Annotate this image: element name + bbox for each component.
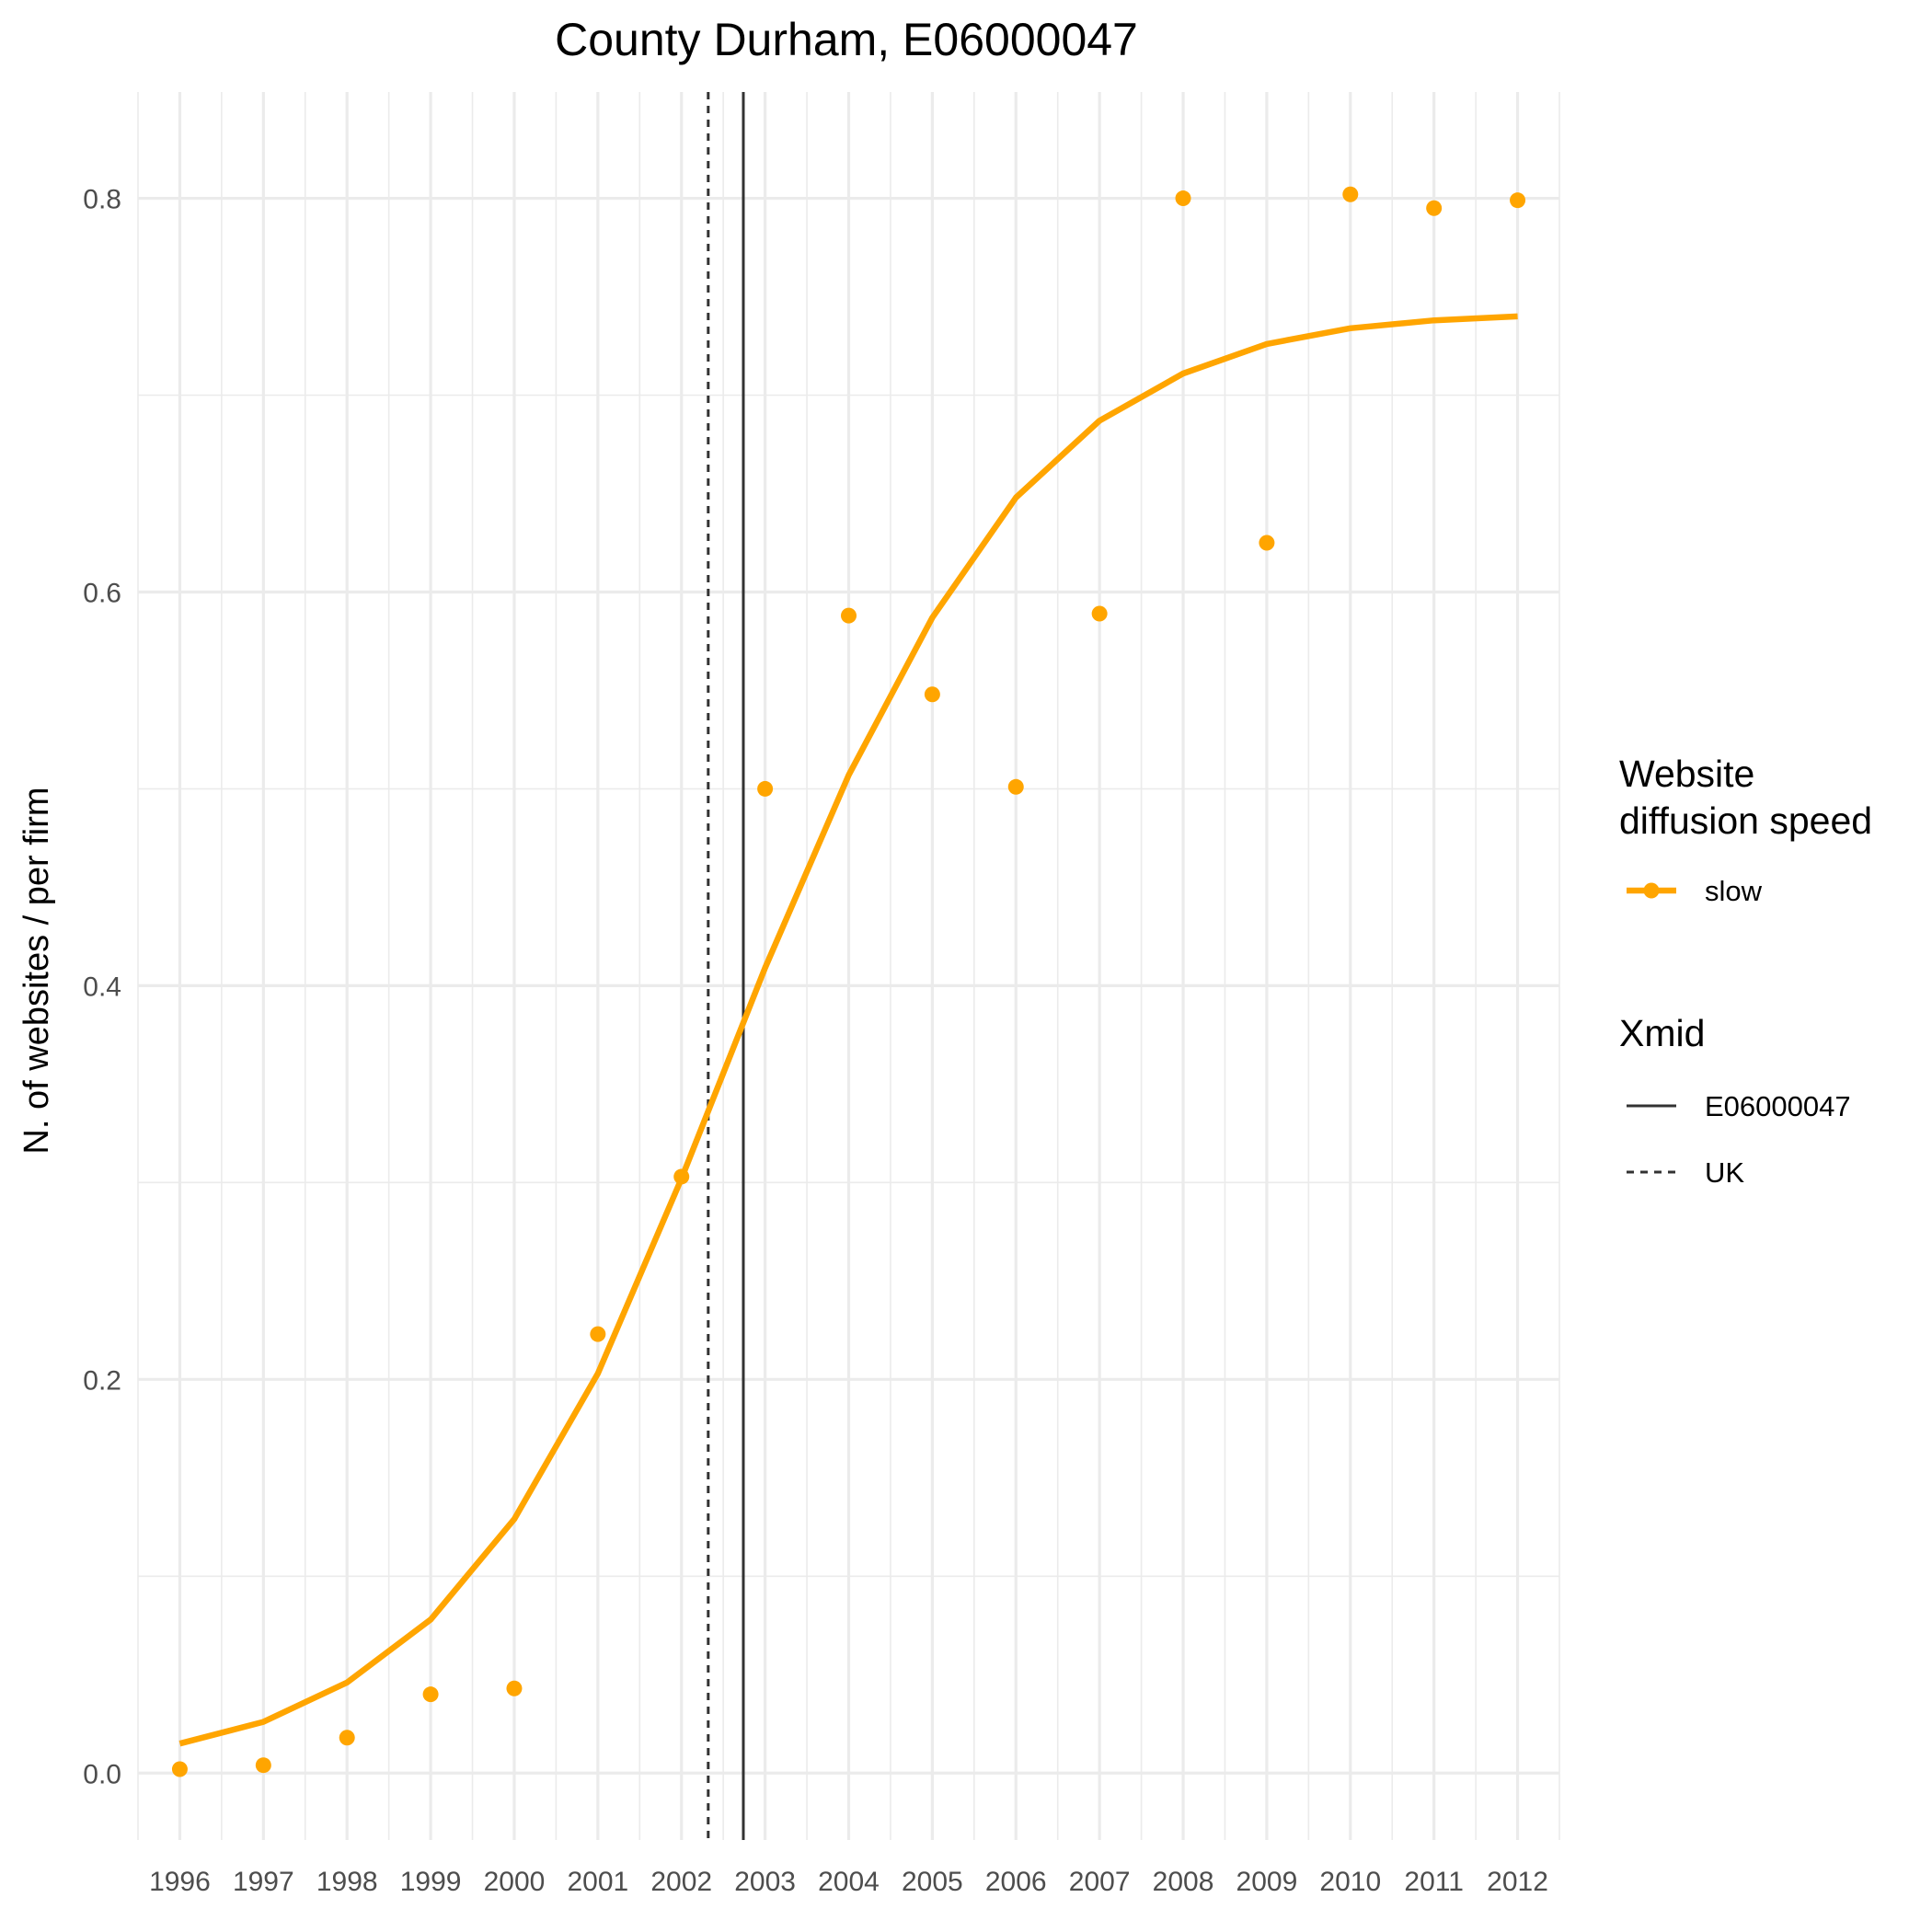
y-tick-label: 0.8 bbox=[83, 185, 121, 215]
x-tick-label: 2010 bbox=[1319, 1867, 1381, 1897]
x-tick-label: 2007 bbox=[1069, 1867, 1131, 1897]
y-tick-label: 0.6 bbox=[83, 578, 121, 608]
data-point bbox=[1510, 192, 1526, 209]
data-point bbox=[757, 780, 774, 797]
data-point bbox=[1259, 535, 1275, 551]
data-point bbox=[1007, 778, 1024, 795]
legend-label: E06000047 bbox=[1705, 1090, 1851, 1122]
legend-label: slow bbox=[1705, 875, 1763, 907]
x-tick-label: 2008 bbox=[1153, 1867, 1214, 1897]
y-tick-label: 0.4 bbox=[83, 972, 121, 1002]
series bbox=[171, 186, 1526, 1777]
x-tick-label: 2003 bbox=[734, 1867, 796, 1897]
data-point bbox=[1426, 200, 1443, 216]
data-point bbox=[1175, 190, 1191, 207]
data-point bbox=[339, 1730, 355, 1746]
grid bbox=[137, 92, 1560, 1840]
x-tick-label: 2009 bbox=[1236, 1867, 1298, 1897]
legend-title: Xmid bbox=[1619, 1012, 1705, 1054]
data-point bbox=[1091, 605, 1108, 622]
x-tick-label: 2005 bbox=[902, 1867, 963, 1897]
axis-ticks: 1996 1997 1998 1999 2000 2001 2002 2003 2004 2005… bbox=[83, 185, 1548, 1897]
x-tick-label: 1999 bbox=[400, 1867, 462, 1897]
x-tick-label: 1997 bbox=[233, 1867, 294, 1897]
x-tick-label: 2006 bbox=[985, 1867, 1047, 1897]
x-tick-label: 2001 bbox=[567, 1867, 628, 1897]
series-line-slow bbox=[178, 313, 1518, 1747]
y-tick-label: 0.0 bbox=[83, 1759, 121, 1789]
x-tick-label: 2011 bbox=[1404, 1867, 1464, 1897]
y-axis-title: N. of websites / per firm bbox=[17, 787, 56, 1154]
data-point bbox=[673, 1168, 690, 1185]
x-tick-label: 1998 bbox=[316, 1867, 378, 1897]
data-point bbox=[422, 1686, 439, 1703]
data-point bbox=[1342, 186, 1359, 202]
legend-title: diffusion speed bbox=[1619, 799, 1872, 842]
data-point bbox=[171, 1761, 188, 1777]
x-tick-label: 2000 bbox=[484, 1867, 546, 1897]
x-tick-label: 2004 bbox=[818, 1867, 880, 1897]
x-tick-label: 1996 bbox=[149, 1867, 211, 1897]
x-tick-label: 2012 bbox=[1487, 1867, 1548, 1897]
chart-title: County Durham, E06000047 bbox=[555, 14, 1138, 65]
data-point bbox=[255, 1757, 271, 1774]
legend-label: UK bbox=[1705, 1156, 1744, 1189]
legend-title: Website bbox=[1619, 753, 1754, 795]
y-tick-label: 0.2 bbox=[83, 1365, 121, 1396]
data-point bbox=[841, 607, 857, 624]
data-point bbox=[924, 686, 940, 703]
data-point bbox=[590, 1326, 606, 1342]
legend-key-point bbox=[1643, 882, 1660, 899]
reference-lines bbox=[707, 92, 745, 1840]
x-tick-label: 2002 bbox=[650, 1867, 712, 1897]
data-point bbox=[506, 1680, 523, 1696]
